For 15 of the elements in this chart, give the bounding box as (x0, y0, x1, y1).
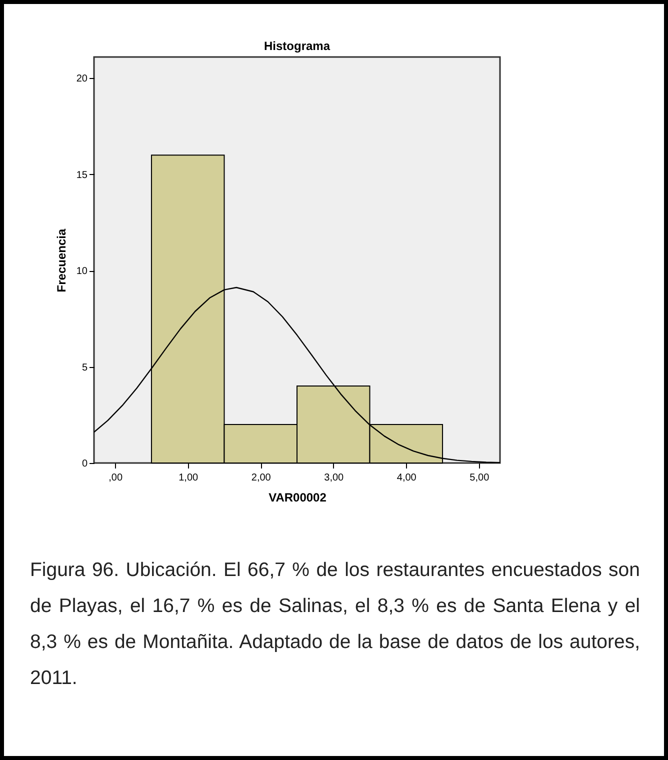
x-tick-label: 4,00 (396, 472, 417, 484)
x-tick-label: 2,00 (251, 472, 272, 484)
text: Figura 96. Ubicación. El 66,7 % de los restaurantes encuestados son de Playas, el 16,7 % es de Salinas, el 8,3 % es de Santa Elena y el 8,3 % es de Montañita. Adaptado de la base de datos de los autores, 2011. (30, 558, 640, 691)
x-tick-label: 1,00 (178, 472, 199, 484)
y-tick-label: 15 (76, 170, 88, 181)
x-tick-label: 5,00 (470, 472, 490, 484)
y-axis-title: Frecuencia (54, 228, 68, 292)
y-tick-label: 10 (76, 266, 88, 278)
x-tick-label: ,00 (108, 472, 123, 484)
y-tick-label: 20 (76, 74, 88, 85)
y-tick-label: 5 (82, 362, 88, 374)
x-axis-title: VAR00002 (268, 490, 327, 504)
y-tick-label: 0 (82, 458, 88, 470)
x-tick-label: 3,00 (324, 472, 344, 484)
chart-title: Histograma (264, 39, 330, 53)
